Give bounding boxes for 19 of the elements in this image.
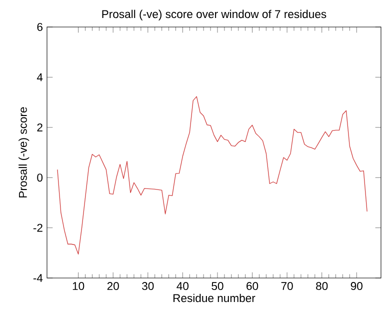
- x-tick-label: 40: [176, 282, 189, 290]
- x-tick-label: 30: [142, 282, 154, 290]
- x-tick-label: 90: [350, 282, 362, 290]
- y-tick-label: -2: [33, 224, 42, 232]
- x-tick-label: 80: [316, 282, 328, 290]
- x-axis-title: Residue number: [173, 294, 256, 302]
- y-axis-title: Prosall (-ve) score: [18, 107, 30, 198]
- x-tick-label: 70: [281, 282, 293, 290]
- y-tick-label: 2: [37, 123, 42, 132]
- y-tick-label: 6: [37, 23, 42, 31]
- chart-title: Prosall (-ve) score over window of 7 residues: [102, 10, 326, 20]
- x-tick-label: 10: [72, 282, 84, 290]
- line-series: [57, 96, 368, 254]
- y-tick-label: -4: [33, 274, 43, 282]
- y-tick-label: 0: [37, 174, 43, 182]
- x-tick-label: 60: [246, 282, 258, 290]
- x-tick-label: 50: [212, 282, 224, 290]
- y-tick-label: 4: [36, 73, 43, 82]
- x-tick-label: 20: [107, 282, 119, 290]
